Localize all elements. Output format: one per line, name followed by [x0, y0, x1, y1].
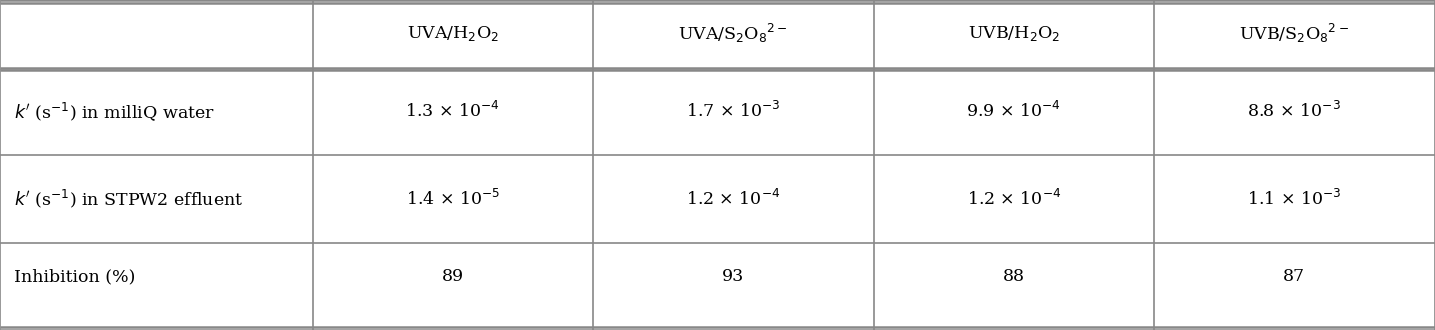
Text: 1.7 × 10$^{-3}$: 1.7 × 10$^{-3}$	[686, 101, 781, 121]
Text: UVB/S$_2$O$_8$$^{2-}$: UVB/S$_2$O$_8$$^{2-}$	[1240, 22, 1349, 45]
Text: 8.8 × 10$^{-3}$: 8.8 × 10$^{-3}$	[1247, 101, 1342, 121]
Text: UVA/H$_2$O$_2$: UVA/H$_2$O$_2$	[406, 24, 499, 43]
Text: 1.4 × 10$^{-5}$: 1.4 × 10$^{-5}$	[406, 189, 499, 209]
Text: $k'$ (s$^{-1}$) in STPW2 effluent: $k'$ (s$^{-1}$) in STPW2 effluent	[14, 188, 244, 210]
Text: 1.2 × 10$^{-4}$: 1.2 × 10$^{-4}$	[686, 189, 781, 209]
Text: 1.1 × 10$^{-3}$: 1.1 × 10$^{-3}$	[1247, 189, 1342, 209]
Text: Inhibition (%): Inhibition (%)	[14, 268, 136, 285]
Text: $k'$ (s$^{-1}$) in milliQ water: $k'$ (s$^{-1}$) in milliQ water	[14, 100, 215, 123]
Text: 89: 89	[442, 268, 464, 285]
Text: 88: 88	[1003, 268, 1025, 285]
Text: 93: 93	[722, 268, 745, 285]
Text: 87: 87	[1283, 268, 1306, 285]
Text: 1.2 × 10$^{-4}$: 1.2 × 10$^{-4}$	[967, 189, 1060, 209]
Text: 9.9 × 10$^{-4}$: 9.9 × 10$^{-4}$	[966, 101, 1062, 121]
Text: UVA/S$_2$O$_8$$^{2-}$: UVA/S$_2$O$_8$$^{2-}$	[679, 22, 788, 45]
Text: UVB/H$_2$O$_2$: UVB/H$_2$O$_2$	[967, 24, 1060, 43]
Text: 1.3 × 10$^{-4}$: 1.3 × 10$^{-4}$	[405, 101, 501, 121]
